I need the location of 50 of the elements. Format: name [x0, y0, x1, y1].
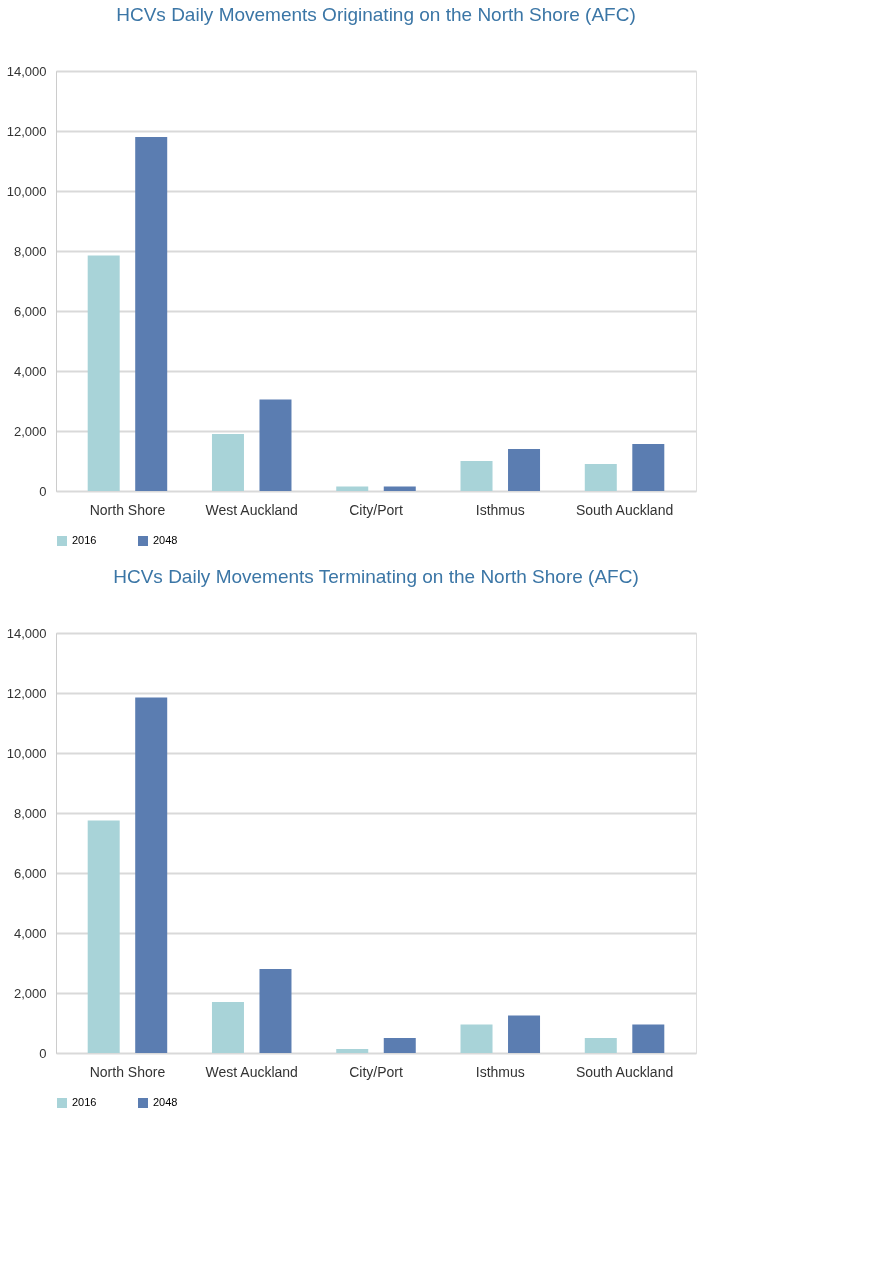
x-tick-label: North Shore [89, 501, 166, 518]
bar [135, 697, 168, 1053]
y-tick-label: 8,000 [13, 243, 47, 259]
bar [632, 1024, 665, 1053]
x-tick-label: City/Port [349, 501, 403, 518]
x-tick-label: South Auckland [575, 1063, 674, 1080]
bar [460, 461, 493, 491]
y-tick-label: 12,000 [6, 123, 47, 139]
y-tick-label: 10,000 [6, 183, 47, 199]
bar [584, 1038, 617, 1053]
x-tick-label: Isthmus [475, 501, 525, 518]
x-tick-label: North Shore [89, 1063, 166, 1080]
bar [87, 255, 120, 491]
chart-title: HCVs Daily Movements Terminating on the North Shore (AFC) [113, 566, 639, 587]
legend-label: 2016 [72, 534, 97, 546]
bar [211, 434, 244, 491]
legend-label: 2048 [153, 1096, 178, 1108]
legend-label: 2016 [72, 1096, 97, 1108]
bar [632, 443, 665, 491]
y-tick-label: 0 [39, 1045, 47, 1061]
bar [259, 399, 292, 491]
y-tick-label: 4,000 [13, 363, 47, 379]
bar [135, 137, 168, 491]
bar [460, 1024, 493, 1053]
chart-title: HCVs Daily Movements Originating on the North Shore (AFC) [116, 4, 636, 25]
bar [87, 820, 120, 1053]
x-tick-label: City/Port [349, 1063, 403, 1080]
y-tick-label: 14,000 [6, 63, 47, 79]
bar [259, 969, 292, 1053]
y-tick-label: 10,000 [6, 745, 47, 761]
y-tick-label: 4,000 [13, 925, 47, 941]
y-tick-label: 12,000 [6, 685, 47, 701]
bar [336, 1049, 369, 1053]
y-tick-label: 8,000 [13, 805, 47, 821]
bar [508, 449, 541, 491]
bar [383, 1038, 416, 1053]
y-tick-label: 6,000 [13, 303, 47, 319]
legend-label: 2048 [153, 534, 178, 546]
y-tick-label: 14,000 [6, 625, 47, 641]
x-tick-label: West Auckland [205, 1063, 298, 1080]
bar [211, 1002, 244, 1053]
y-tick-label: 6,000 [13, 865, 47, 881]
bar [584, 464, 617, 491]
x-tick-label: West Auckland [205, 501, 298, 518]
x-tick-label: South Auckland [575, 501, 674, 518]
bar [508, 1015, 541, 1053]
y-tick-label: 2,000 [13, 985, 47, 1001]
y-tick-label: 2,000 [13, 423, 47, 439]
y-tick-label: 0 [39, 483, 47, 499]
x-tick-label: Isthmus [475, 1063, 525, 1080]
